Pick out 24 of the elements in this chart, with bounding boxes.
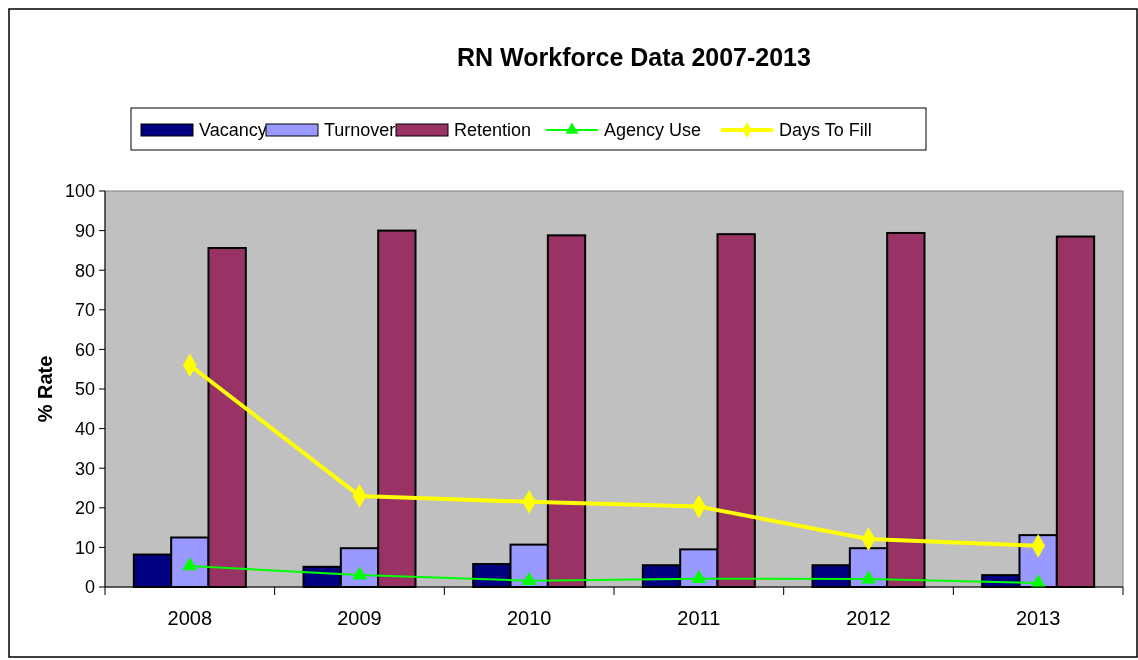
legend-label: Retention <box>454 120 532 140</box>
y-tick-label: 80 <box>74 260 95 281</box>
y-tick-label: 40 <box>74 418 95 439</box>
legend-label: Days To Fill <box>779 120 872 140</box>
y-tick-label: 100 <box>64 181 95 202</box>
chart-title: RN Workforce Data 2007-2013 <box>457 43 811 71</box>
x-tick-label: 2011 <box>677 607 721 629</box>
y-tick-label: 90 <box>74 220 95 241</box>
y-axis-title: % Rate <box>34 355 56 423</box>
x-tick-label: 2008 <box>167 607 213 629</box>
y-tick-label: 10 <box>74 537 95 558</box>
x-tick-label: 2009 <box>337 607 382 629</box>
y-tick-label: 20 <box>74 498 95 519</box>
legend-label: Agency Use <box>604 120 702 140</box>
y-tick-label: 60 <box>74 339 95 360</box>
y-tick-label: 70 <box>74 300 95 321</box>
x-tick-label: 2012 <box>846 607 891 629</box>
x-tick-label: 2010 <box>506 607 552 629</box>
legend-label: Vacancy <box>199 120 267 140</box>
legend-label: Turnover <box>324 120 396 140</box>
y-tick-label: 30 <box>74 458 95 479</box>
y-tick-label: 50 <box>74 379 95 400</box>
x-tick-label: 2013 <box>1015 607 1061 629</box>
y-tick-label: 0 <box>84 577 95 598</box>
